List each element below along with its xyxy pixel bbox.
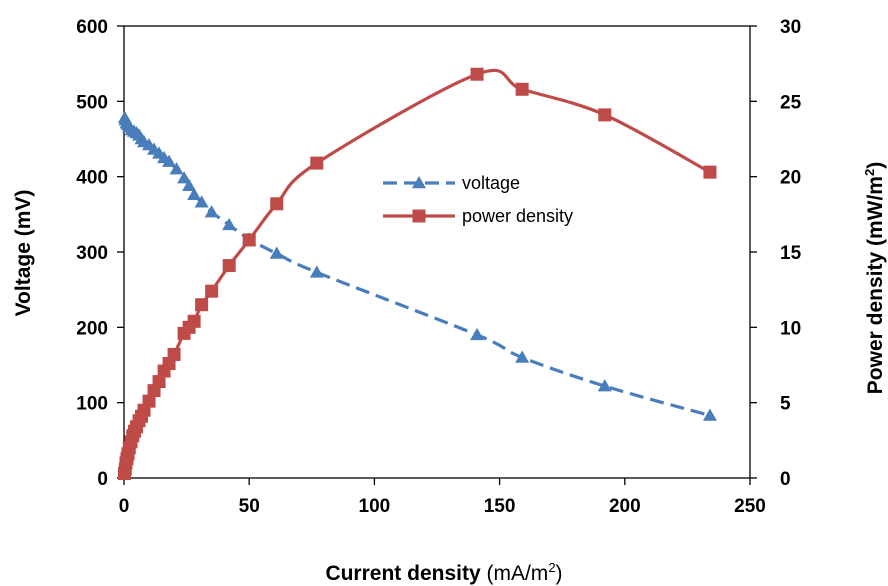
data-point xyxy=(703,165,717,179)
x-axis-ticks: 0 50 100 150 200 250 xyxy=(119,478,766,517)
data-point xyxy=(470,67,484,81)
x-tick-label: 250 xyxy=(734,496,766,517)
data-point xyxy=(310,156,324,170)
data-point xyxy=(515,82,529,96)
legend-label: voltage xyxy=(462,173,520,193)
data-point xyxy=(204,205,219,218)
y2-tick-label: 30 xyxy=(780,17,801,38)
data-point xyxy=(598,108,612,122)
x-axis-title-unit-exp: 2 xyxy=(548,560,556,575)
legend-marker xyxy=(412,176,426,189)
x-axis-title-unit-suffix: ) xyxy=(555,562,563,585)
data-point xyxy=(142,394,156,408)
data-point xyxy=(167,347,181,361)
data-point xyxy=(269,246,284,259)
data-point xyxy=(702,408,717,421)
y2-axis-title-main: Power density (mW/m xyxy=(864,176,887,394)
data-point xyxy=(194,195,209,208)
x-tick-label: 100 xyxy=(359,496,391,517)
y-tick-label: 0 xyxy=(97,469,108,490)
y-tick-label: 100 xyxy=(76,394,108,415)
x-axis-title-main: Current density xyxy=(325,562,481,585)
series-line xyxy=(123,117,711,418)
y2-tick-label: 5 xyxy=(780,394,791,415)
data-point xyxy=(177,171,192,184)
y-tick-label: 400 xyxy=(76,168,108,189)
data-point xyxy=(169,162,184,175)
series-line xyxy=(122,68,711,474)
x-tick-label: 200 xyxy=(609,496,641,517)
y-axis-ticks: 0 100 200 300 400 500 600 xyxy=(76,17,124,490)
data-point xyxy=(195,298,209,312)
series-voltage xyxy=(117,110,717,421)
data-point xyxy=(222,259,236,273)
data-point xyxy=(222,217,237,231)
data-point xyxy=(162,154,177,167)
legend-item: power density xyxy=(383,206,573,226)
legend-item: voltage xyxy=(383,173,520,193)
legend-marker xyxy=(412,209,426,223)
x-tick-label: 50 xyxy=(239,496,260,517)
x-axis-title: Current density (mA/m2) xyxy=(0,560,888,586)
y-tick-label: 300 xyxy=(76,243,108,264)
y2-tick-label: 15 xyxy=(780,243,802,264)
data-point xyxy=(205,284,219,298)
y2-axis-title-suffix: ) xyxy=(864,162,887,169)
data-point xyxy=(182,178,197,191)
data-point xyxy=(152,375,166,389)
data-point xyxy=(597,379,612,392)
data-point xyxy=(470,327,485,341)
data-point xyxy=(242,233,256,247)
data-point xyxy=(187,314,201,328)
y2-tick-label: 20 xyxy=(780,168,801,189)
y-tick-label: 200 xyxy=(76,318,108,339)
y-tick-label: 600 xyxy=(76,17,108,38)
series-layer xyxy=(117,67,717,480)
x-tick-label: 0 xyxy=(119,496,130,517)
y2-axis-title-exp: 2 xyxy=(862,169,877,176)
x-tick-label: 150 xyxy=(484,496,516,517)
legend-label: power density xyxy=(462,206,573,226)
y2-tick-label: 25 xyxy=(780,92,802,113)
y2-axis-title: Power density (mW/m2) xyxy=(862,162,887,394)
data-point xyxy=(270,197,284,211)
x-axis-title-unit: (mA/m xyxy=(486,562,549,585)
y-tick-label: 500 xyxy=(76,92,108,113)
y2-tick-label: 0 xyxy=(780,469,791,490)
data-point xyxy=(515,350,530,363)
series-power-density xyxy=(118,67,717,480)
legend: voltage power density xyxy=(383,173,573,226)
y2-tick-label: 10 xyxy=(780,318,801,339)
data-point xyxy=(187,187,202,200)
data-point xyxy=(309,265,324,278)
y2-axis-ticks: 0 5 10 15 20 25 30 xyxy=(750,17,802,490)
y-axis-title: Voltage (mV) xyxy=(12,190,35,317)
